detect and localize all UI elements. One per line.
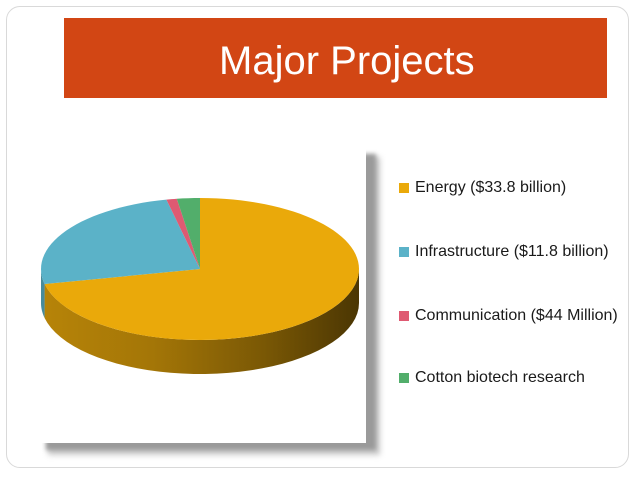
pie-side-1 [41,269,45,319]
legend-label: Infrastructure ($11.8 billion) [415,243,609,260]
pie-chart [38,147,366,443]
slide-title: Major Projects [219,39,475,83]
title-banner: Major Projects [64,18,607,98]
pie-slice-2 [166,198,200,269]
pie-slice-3 [176,198,200,269]
pie-side-0 [44,269,360,374]
pie-slice-0 [44,198,360,340]
legend-swatch [399,311,409,321]
pie-chart-svg [41,198,360,374]
legend-swatch [399,183,409,193]
legend-label: Cotton biotech research [415,369,585,386]
legend-swatch [399,247,409,257]
legend-label: Communication ($44 Million) [415,307,618,324]
legend-label: Energy ($33.8 billion) [415,179,567,196]
legend-swatch [399,373,409,383]
pie-slice-1 [41,199,200,285]
